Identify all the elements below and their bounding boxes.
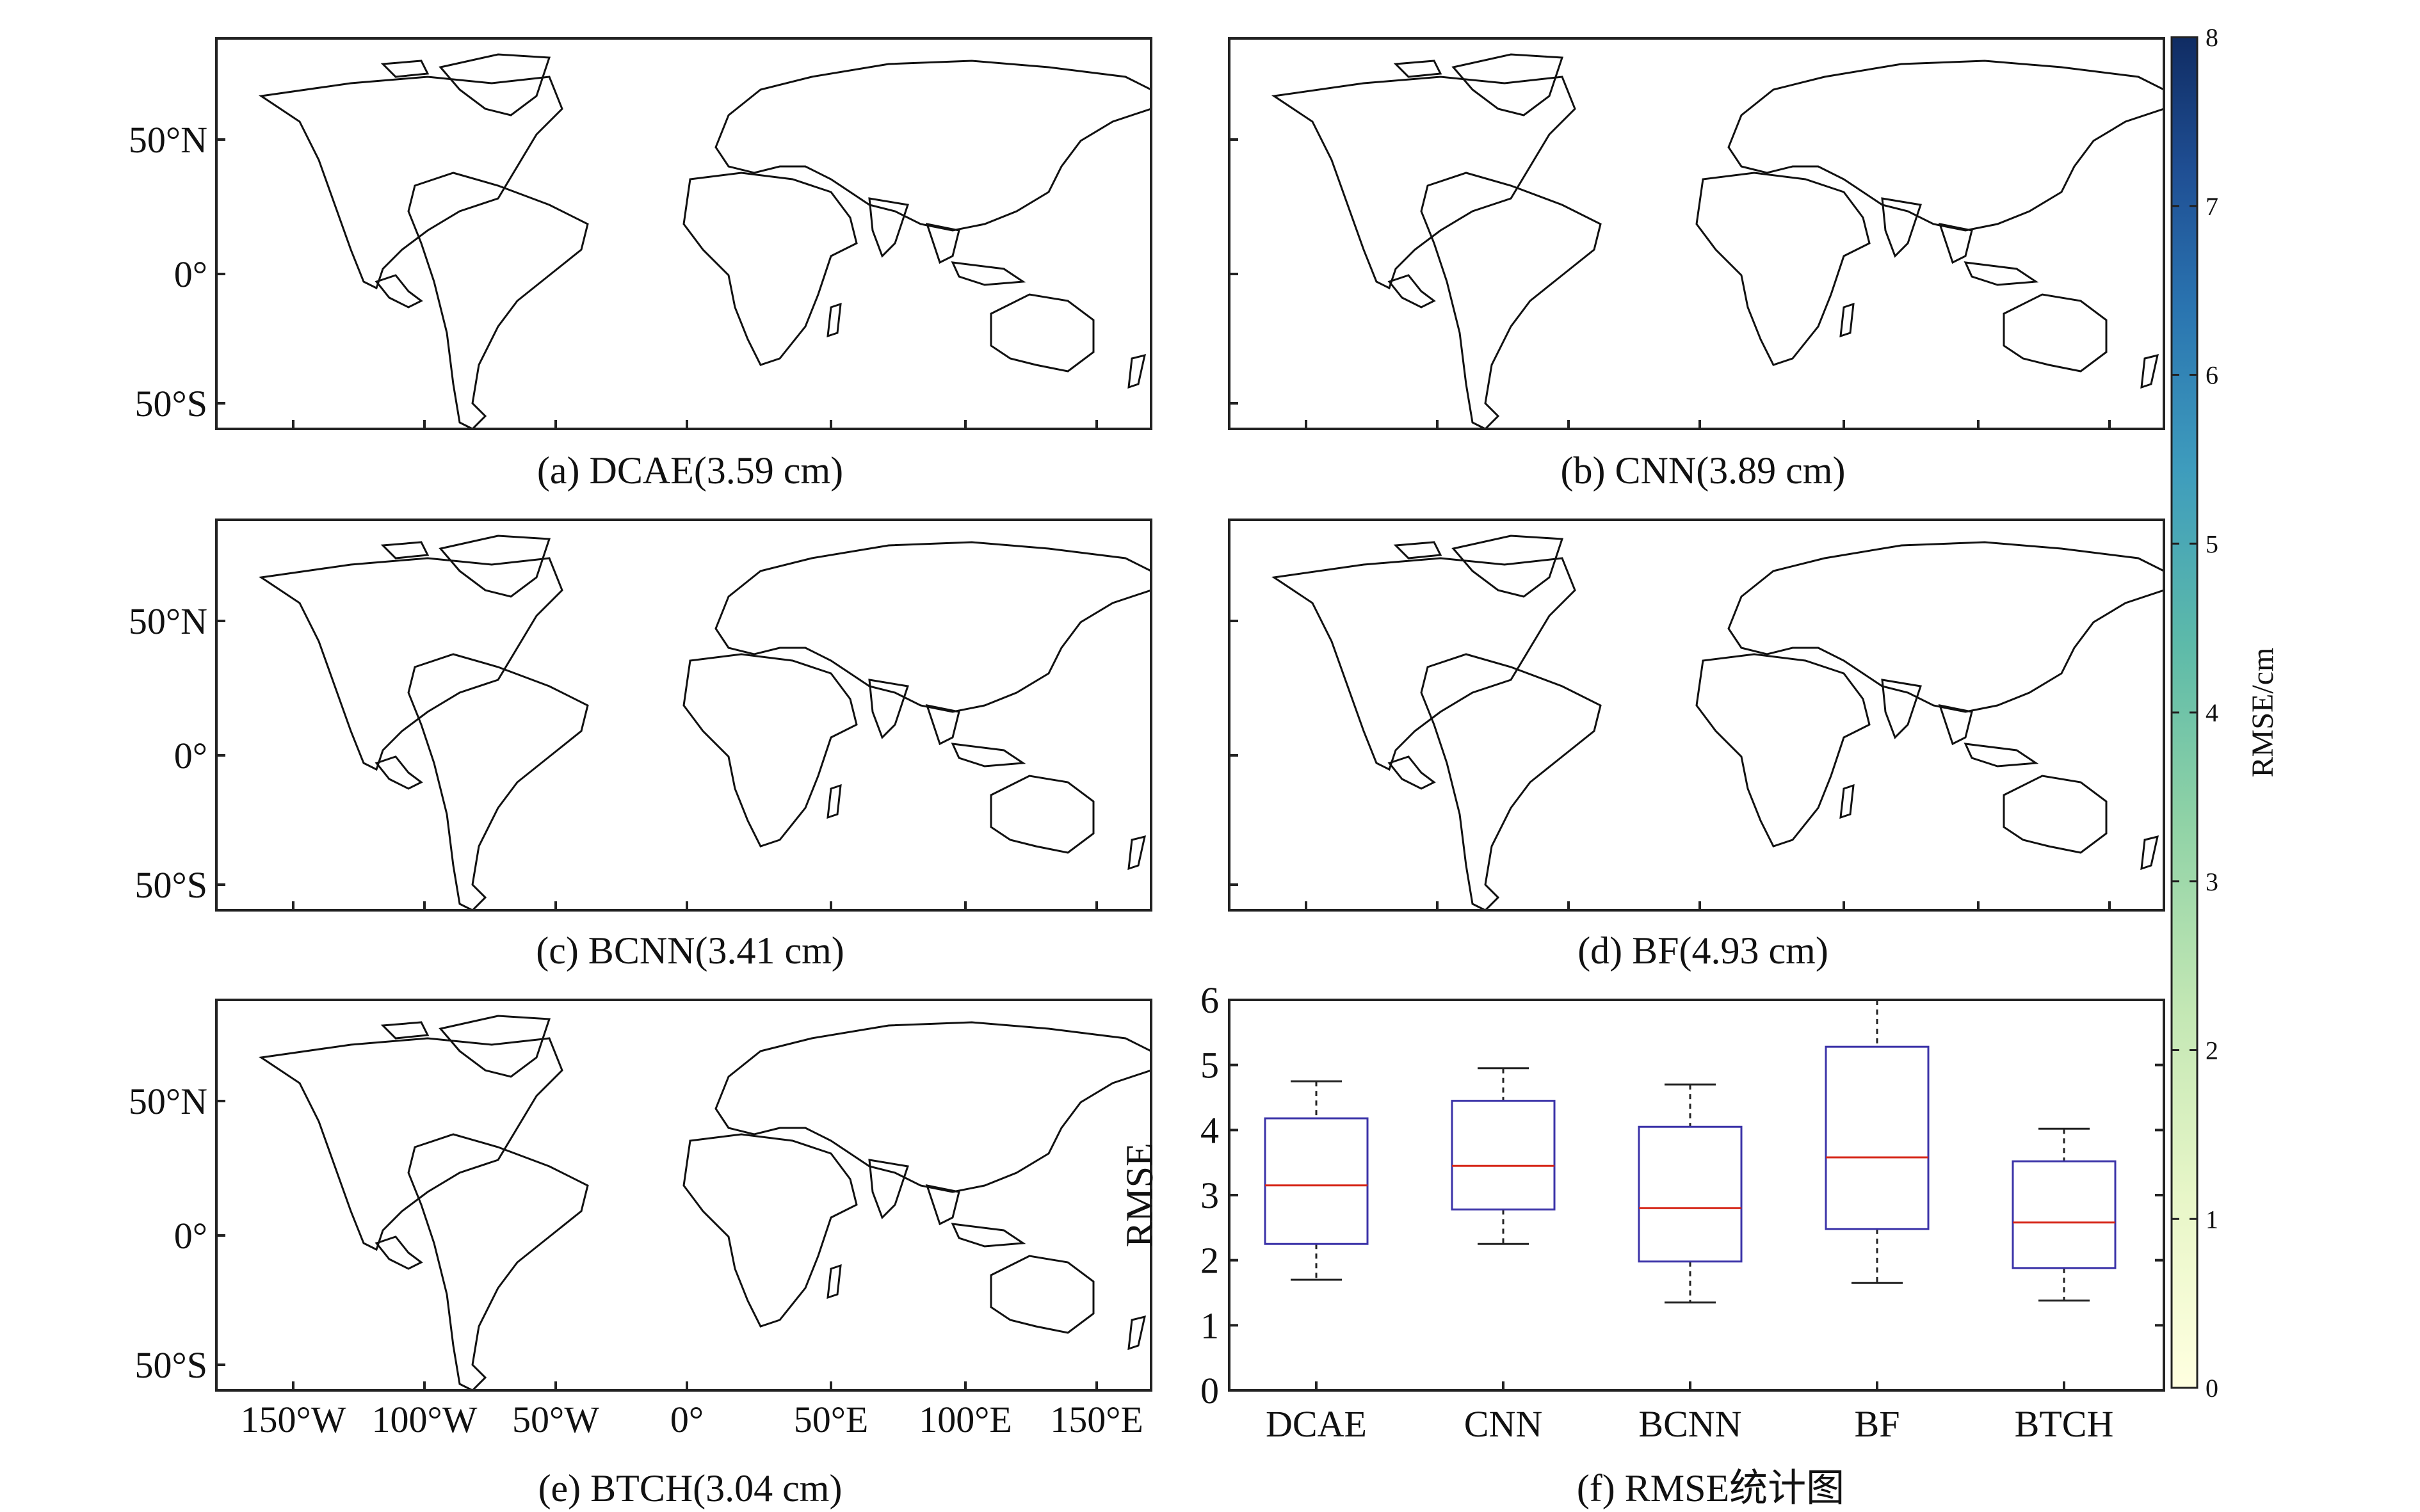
caption-e: (e) BTCH(3.04 cm) [538,1467,843,1509]
y-tick-label: 2 [1200,1240,1219,1282]
lon-tick-label: 100°E [919,1399,1012,1440]
lat-tick-label: 50°S [135,383,207,424]
box-iqr [2012,1160,2117,1269]
map-panel-b [1228,37,2165,430]
colorbar-tick-label: 4 [2206,698,2218,727]
lat-tick-label: 50°N [129,600,207,642]
x-tick-label: BF [1855,1403,1900,1445]
colorbar-tick-label: 6 [2206,361,2218,390]
boxplot-panel: 0 1 2 3 4 5 6 RMSE DCAE CNN BCNN BF BTCH [1118,979,2165,1445]
x-tick-label: BCNN [1638,1403,1741,1445]
map-panel-d [1228,519,2165,912]
box-bcnn [1638,1083,1743,1304]
map-panel-a: 50°N 0° 50°S [129,37,1152,430]
colorbar-tick-label: 5 [2206,529,2218,558]
lat-tick-label: 0° [174,735,207,776]
caption-b: (b) CNN(3.89 cm) [1561,449,1846,492]
boxplot-frame [1228,999,2165,1392]
lon-tick-label: 100°W [372,1399,478,1440]
lat-tick-label: 50°S [135,864,207,906]
box-btch [2012,1127,2117,1302]
colorbar-tick-label: 8 [2206,23,2218,52]
lon-tick-label: 150°E [1050,1399,1143,1440]
colorbar-tick-label: 7 [2206,192,2218,221]
box-dcae [1264,1080,1369,1281]
y-tick-label: 1 [1200,1305,1219,1346]
colorbar-tick-label: 0 [2206,1374,2218,1403]
caption-d: (d) BF(4.93 cm) [1577,929,1828,972]
y-tick-label: 5 [1200,1045,1219,1086]
colorbar-tick-label: 2 [2206,1036,2218,1065]
colorbar-ticks: 0 1 2 3 4 5 6 7 8 [2172,23,2218,1403]
y-tick-label: 0 [1200,1370,1219,1411]
lat-tick-label: 0° [174,1215,207,1257]
box-iqr [1264,1117,1369,1245]
colorbar-tick-label: 1 [2206,1205,2218,1234]
box-bf [1825,999,1930,1284]
y-tick-label: 3 [1200,1175,1219,1216]
y-tick-label: 4 [1200,1109,1219,1151]
lon-tick-label: 0° [670,1399,704,1440]
box-iqr [1825,1045,1930,1230]
x-tick-label: CNN [1464,1403,1542,1445]
y-axis-label: RMSE [1118,1143,1161,1247]
lon-tick-label: 50°W [512,1399,599,1440]
lat-tick-label: 50°N [129,119,207,161]
box-iqr [1451,1100,1556,1210]
x-tick-label: BTCH [2015,1403,2114,1445]
caption-f: (f) RMSE统计图 [1577,1467,1844,1509]
colorbar-label: RMSE/cm [2246,648,2280,778]
lon-tick-label: 150°W [241,1399,346,1440]
caption-c: (c) BCNN(3.41 cm) [536,929,844,972]
box-cnn [1451,1067,1556,1245]
lon-tick-label: 50°E [794,1399,869,1440]
colorbar-tick-label: 3 [2206,867,2218,896]
x-tick-label: DCAE [1266,1403,1367,1445]
lat-tick-label: 50°S [135,1344,207,1386]
colorbar: 0 1 2 3 4 5 6 7 8 RMSE/cm [2170,23,2280,1403]
lat-tick-label: 50°N [129,1081,207,1122]
caption-a: (a) DCAE(3.59 cm) [537,449,843,492]
y-tick-label: 6 [1200,979,1219,1021]
map-panel-e: 50°N 0° 50°S 150°W 100°W 50°W 0° 50°E 100°E 150°E [129,999,1152,1440]
box-iqr [1638,1125,1743,1263]
lat-tick-label: 0° [174,253,207,295]
map-panel-c: 50°N 0° 50°S [129,519,1152,912]
